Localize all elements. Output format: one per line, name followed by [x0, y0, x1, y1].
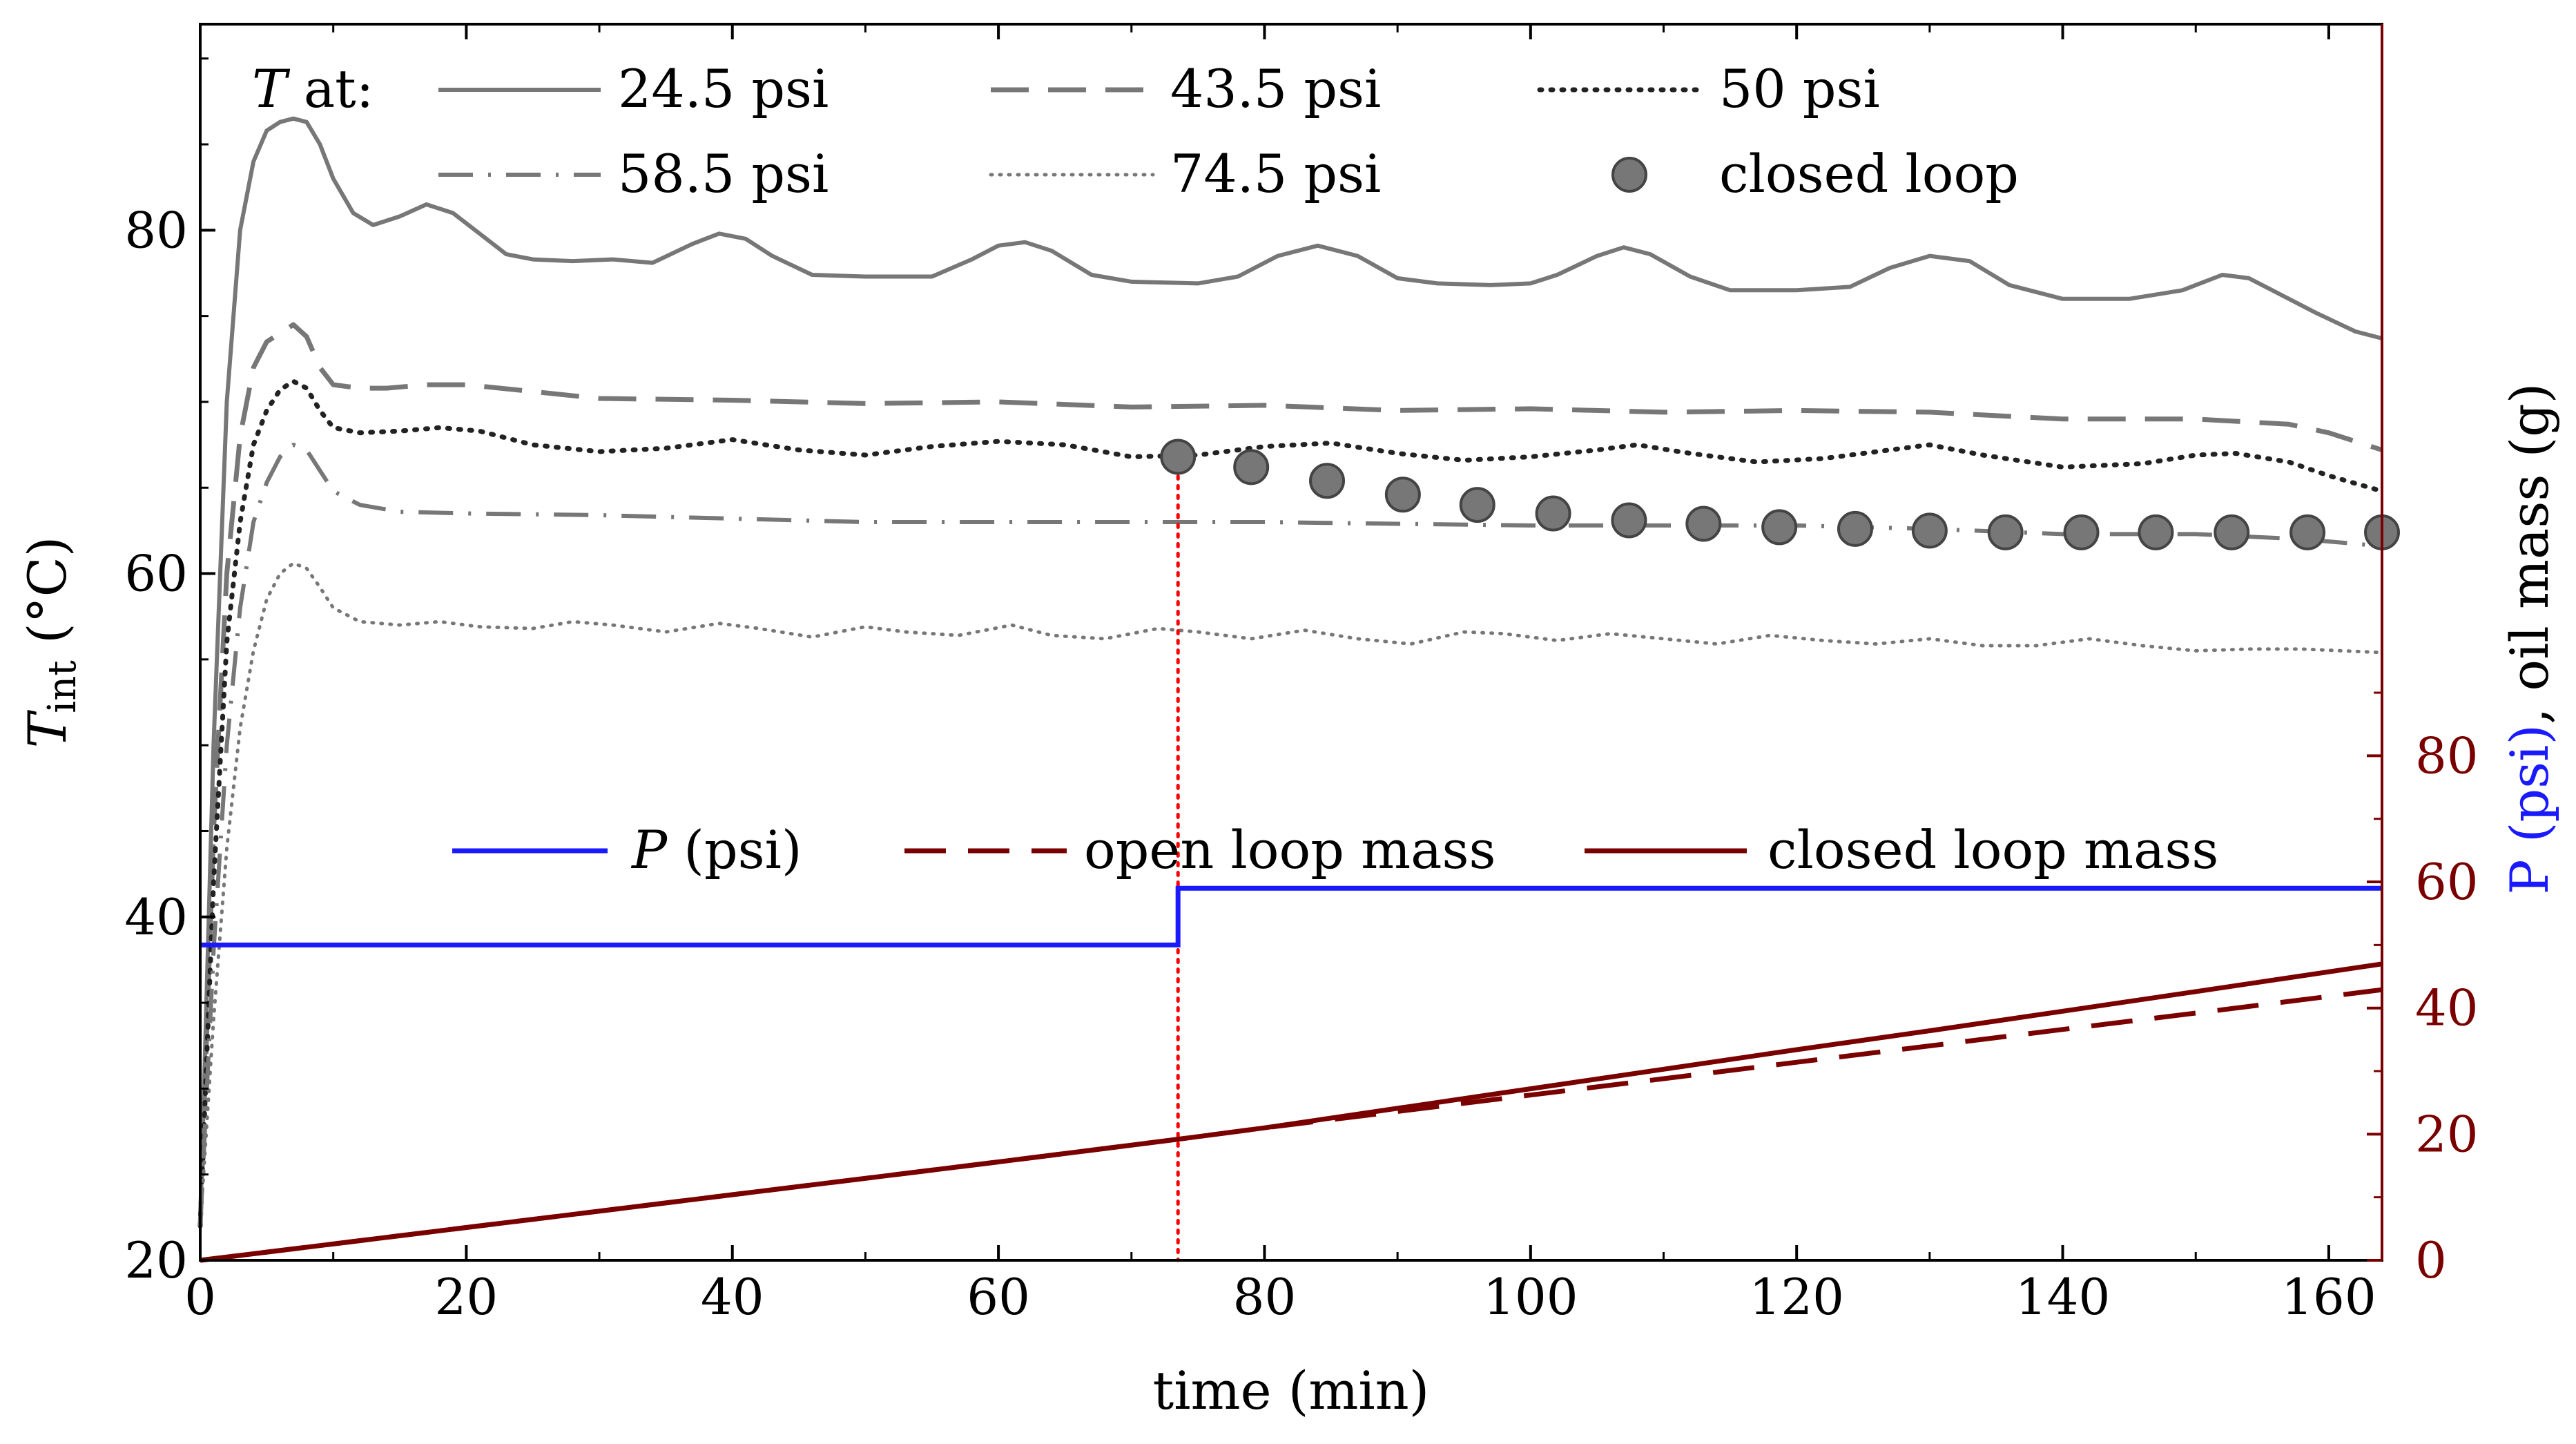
closed-loop-point: [1160, 439, 1197, 475]
x-tick-label: 20: [435, 1268, 498, 1326]
y-right-tick-label: 40: [2415, 979, 2479, 1037]
y-left-tick-label: 60: [124, 545, 188, 603]
closed-loop-point: [2214, 514, 2250, 550]
legend-top-prefix-text: at:: [287, 58, 374, 119]
y-right-title-mass: , oil mass (g): [2499, 383, 2560, 724]
closed-loop-point: [1611, 502, 1647, 539]
y-right-title-pressure: P (psi): [2499, 724, 2560, 895]
y-right-tick-label: 0: [2415, 1231, 2447, 1289]
series-line-43-5-psi: [197, 322, 2383, 1226]
series-line-pressure: [200, 885, 2382, 947]
series-line-74-5-psi: [198, 561, 2384, 1228]
closed-loop-point: [1459, 487, 1495, 523]
legend-bottom: P (psi) open loop mass closed loop mass: [452, 819, 2218, 880]
legend-label-74-5-psi: 74.5 psi: [1170, 143, 1381, 204]
legend-label-closed-loop: closed loop: [1719, 143, 2019, 204]
legend-top-prefix-symbol: T: [252, 58, 291, 119]
x-tick-label: 100: [1483, 1268, 1578, 1326]
closed-loop-point: [1535, 495, 1571, 532]
y-right-tick-label: 80: [2415, 726, 2479, 784]
x-tick-label: 120: [1749, 1268, 1843, 1326]
y-left-title-unit: (°C): [17, 537, 78, 661]
x-tick-label: 140: [2015, 1268, 2110, 1326]
legend-label-open-loop-mass: open loop mass: [1084, 819, 1496, 880]
y-right-tick-label: 60: [2415, 853, 2479, 911]
x-tick-label: 60: [967, 1268, 1030, 1326]
x-tick-label: 0: [184, 1268, 216, 1326]
closed-loop-point: [1384, 476, 1421, 513]
legend-label-50-psi: 50 psi: [1719, 58, 1880, 119]
closed-loop-point: [1309, 463, 1346, 499]
closed-loop-point: [2063, 514, 2100, 550]
legend-label-closed-loop-mass: closed loop mass: [1768, 819, 2218, 880]
y-right-tick-label: 20: [2415, 1105, 2479, 1163]
closed-loop-point: [2289, 514, 2326, 550]
closed-loop-point: [1685, 506, 1722, 542]
series-line-24-5-psi: [198, 116, 2383, 1226]
x-tick-label: 80: [1233, 1268, 1297, 1326]
closed-loop-point: [2138, 514, 2174, 550]
legend-top: T at: 24.5 psi 43.5 psi 50 psi 58.5 psi …: [252, 58, 2019, 204]
y-axis-right-title: P (psi), oil mass (g): [2499, 383, 2560, 895]
y-axis-left-title: Tint (°C): [17, 537, 85, 749]
marker-layer: [1160, 439, 2400, 550]
closed-loop-point: [1761, 509, 1798, 546]
legend-pressure-symbol: P: [630, 819, 668, 880]
legend-pressure-text: (psi): [667, 819, 802, 880]
closed-loop-point: [1911, 512, 1948, 549]
legend-label-pressure: P (psi): [630, 819, 802, 880]
y-left-title-symbol: T: [17, 709, 78, 748]
legend-top-prefix: T at:: [252, 58, 374, 119]
legend-label-24-5-psi: 24.5 psi: [618, 58, 829, 119]
y-left-title-subscript: int: [40, 660, 85, 713]
legend-swatch-closed-loop: [1611, 157, 1647, 193]
legend-label-43-5-psi: 43.5 psi: [1170, 58, 1381, 119]
x-tick-label: 40: [701, 1268, 764, 1326]
legend-label-58-5-psi: 58.5 psi: [618, 143, 829, 204]
x-tick-label: 160: [2281, 1268, 2376, 1326]
closed-loop-point: [1987, 514, 2024, 550]
closed-loop-point: [1837, 510, 1873, 547]
y-left-tick-label: 40: [124, 888, 188, 946]
y-left-tick-label: 20: [124, 1231, 188, 1289]
closed-loop-point: [1233, 449, 1270, 485]
series-line-closed-loop-mass: [200, 961, 2383, 1263]
y-left-tick-label: 80: [124, 201, 188, 259]
series-line-50-psi: [197, 378, 2385, 1229]
axis-labels: time (min) Tint (°C) P (psi), oil mass (…: [17, 383, 2560, 1421]
x-axis-title: time (min): [1153, 1360, 1430, 1421]
